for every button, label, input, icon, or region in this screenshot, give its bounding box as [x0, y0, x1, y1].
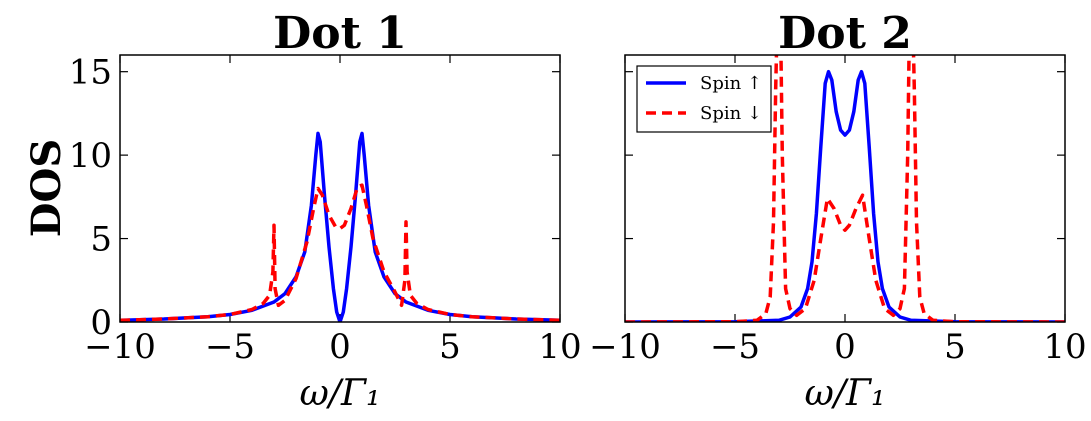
series-line-spin-down — [120, 183, 560, 322]
x-tick-label: 10 — [1043, 327, 1086, 367]
y-tick-label: 0 — [90, 303, 112, 343]
panel-dot-1: Dot 1 DOS ω/Γ₁ −10 −5 0 5 10 0 5 10 15 — [23, 8, 582, 414]
x-tick-label: 5 — [439, 327, 461, 367]
x-tick-label: 0 — [834, 327, 856, 367]
x-tick-label: −5 — [710, 327, 760, 367]
series-group — [120, 131, 560, 322]
x-axis-label: ω/Γ₁ — [805, 373, 886, 414]
x-axis-label: ω/Γ₁ — [300, 373, 381, 414]
series-line-spin-up — [625, 69, 1065, 322]
plot-frame — [624, 54, 1066, 323]
y-axis-label: DOS — [23, 139, 70, 237]
x-tick-label: 0 — [329, 327, 351, 367]
x-tick-label: 5 — [944, 327, 966, 367]
y-tick-label: 5 — [90, 220, 112, 260]
legend-frame — [636, 65, 772, 133]
legend-label-spin-up: Spin ↑ — [700, 73, 762, 94]
y-tick-label: 15 — [69, 53, 112, 93]
x-tick-label: −10 — [84, 327, 156, 367]
x-tick-label: −5 — [205, 327, 255, 367]
x-tick-label: 10 — [538, 327, 581, 367]
legend-label-spin-down: Spin ↓ — [700, 103, 762, 124]
chart-title: Dot 1 — [273, 8, 407, 59]
y-tick-label: 10 — [69, 136, 112, 176]
chart-title: Dot 2 — [778, 8, 912, 59]
tick-group: −10 −5 0 5 10 — [589, 55, 1087, 367]
legend: Spin ↑ Spin ↓ — [636, 65, 772, 133]
plot-frame — [119, 54, 561, 323]
series-line-spin-up — [120, 131, 560, 322]
panel-dot-2: Dot 2 ω/Γ₁ −10 −5 0 5 10 Spin ↑ Spin ↓ — [589, 8, 1087, 414]
x-tick-label: −10 — [589, 327, 661, 367]
